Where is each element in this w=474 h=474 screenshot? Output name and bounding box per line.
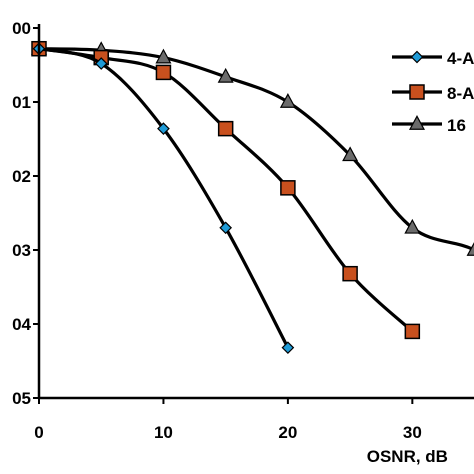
y-axis-ticks: 00 01 02 03 04 05 <box>12 19 39 408</box>
data-point <box>157 122 170 135</box>
legend-label: 8-A <box>447 84 474 103</box>
y-tick-label: 02 <box>12 167 31 186</box>
data-point <box>404 323 421 340</box>
x-axis-title: OSNR, dB <box>367 447 448 466</box>
data-point <box>155 64 172 81</box>
legend-item: 16 <box>392 115 466 135</box>
series-line <box>38 47 474 252</box>
series-triangle <box>30 39 474 256</box>
legend-item: 8-A <box>392 84 474 103</box>
legend-marker <box>408 115 426 130</box>
plot-area <box>30 39 474 355</box>
y-tick-label: 03 <box>12 241 31 260</box>
y-tick-label: 00 <box>12 19 31 38</box>
data-point <box>280 180 296 196</box>
series-line <box>38 47 290 349</box>
x-tick-label: 0 <box>34 423 43 442</box>
y-tick-label: 05 <box>12 389 31 408</box>
y-tick-label: 01 <box>12 93 31 112</box>
data-point <box>279 93 296 108</box>
data-point <box>94 57 108 70</box>
axes <box>37 24 474 400</box>
data-point <box>466 242 474 256</box>
data-point <box>155 48 172 64</box>
legend-marker <box>409 84 425 100</box>
legend: 4-A 8-A 16 <box>392 49 474 135</box>
legend-item: 4-A <box>392 49 474 68</box>
series-diamond <box>32 42 295 355</box>
data-point <box>219 221 233 235</box>
legend-marker <box>410 50 424 64</box>
y-tick-label: 04 <box>12 315 31 334</box>
series-line <box>38 47 414 333</box>
legend-label: 4-A <box>447 49 474 68</box>
x-tick-label: 30 <box>403 423 422 442</box>
data-point <box>342 146 359 162</box>
series-square <box>31 40 421 340</box>
data-point <box>281 341 295 355</box>
data-point <box>217 67 234 83</box>
data-point <box>342 265 358 282</box>
data-point <box>404 218 421 234</box>
x-tick-label: 20 <box>278 423 297 442</box>
x-tick-label: 10 <box>154 423 173 442</box>
legend-label: 16 <box>447 116 466 135</box>
data-point <box>217 120 234 137</box>
